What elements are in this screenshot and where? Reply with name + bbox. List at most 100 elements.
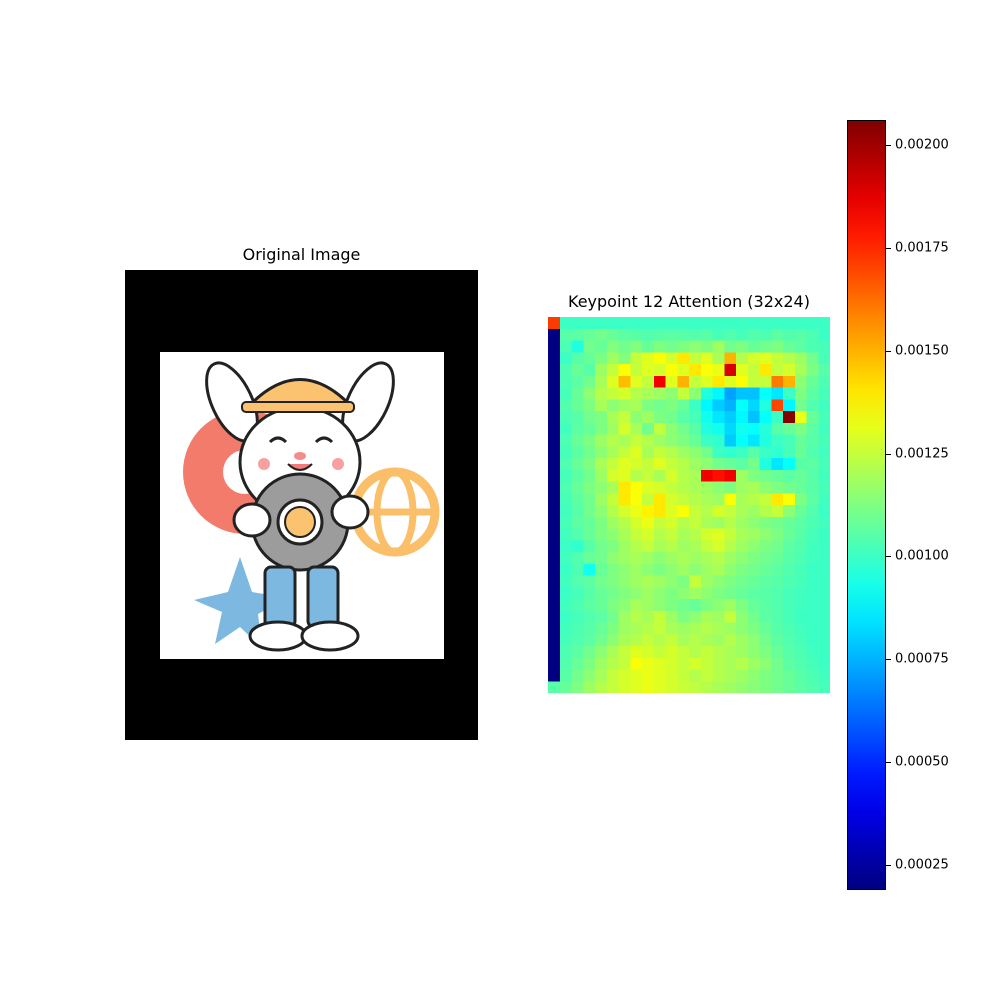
heatmap-cell (595, 317, 608, 330)
heatmap-cell (736, 587, 749, 600)
heatmap-cell (571, 458, 584, 471)
heatmap-cell (689, 657, 702, 670)
heatmap-cell (736, 540, 749, 553)
heatmap-cell (642, 634, 655, 647)
heatmap-cell (618, 458, 631, 471)
heatmap-cell (759, 469, 772, 482)
heatmap-cell (548, 646, 561, 659)
heatmap-cell (642, 458, 655, 471)
heatmap-cell (571, 552, 584, 565)
heatmap-cell (806, 552, 819, 565)
heatmap-cell (630, 563, 643, 576)
heatmap-cell (794, 552, 807, 565)
heatmap-cell (571, 505, 584, 518)
heatmap-cell (642, 317, 655, 330)
heatmap-cell (653, 493, 666, 506)
heatmap-cell (642, 587, 655, 600)
heatmap-cell (689, 610, 702, 623)
heatmap-cell (548, 610, 561, 623)
heatmap-cell (712, 657, 725, 670)
heatmap-cell (794, 364, 807, 377)
heatmap-cell (712, 422, 725, 435)
heatmap-cell (806, 575, 819, 588)
heatmap-cell (595, 364, 608, 377)
heatmap-cell (771, 387, 784, 400)
heatmap-cell (630, 646, 643, 659)
heatmap-cell (818, 352, 830, 365)
heatmap-cell (630, 493, 643, 506)
heatmap-cell (653, 657, 666, 670)
heatmap-cell (548, 587, 561, 600)
colorbar-tick (886, 865, 891, 867)
heatmap-cell (747, 328, 760, 341)
heatmap-cell (642, 610, 655, 623)
heatmap-cell (818, 657, 830, 670)
heatmap-cell (583, 469, 596, 482)
heatmap-cell (771, 375, 784, 388)
heatmap-cell (771, 328, 784, 341)
heatmap-cell (618, 610, 631, 623)
heatmap-cell (548, 364, 561, 377)
heatmap-cell (595, 516, 608, 529)
heatmap-cell (794, 634, 807, 647)
heatmap-cell (818, 505, 830, 518)
heatmap-cell (700, 375, 713, 388)
heatmap-cell (665, 493, 678, 506)
heatmap-cell (548, 516, 561, 529)
heatmap-cell (606, 646, 619, 659)
heatmap-cell (630, 540, 643, 553)
heatmap-cell (736, 610, 749, 623)
heatmap-cell (783, 552, 796, 565)
heatmap-cell (794, 458, 807, 471)
heatmap-cell (700, 352, 713, 365)
heatmap-cell (689, 599, 702, 612)
heatmap-cell (700, 669, 713, 682)
heatmap-cell (806, 446, 819, 459)
heatmap-cell (736, 657, 749, 670)
heatmap-cell (606, 446, 619, 459)
attention-heatmap (548, 317, 830, 693)
heatmap-cell (665, 375, 678, 388)
heatmap-cell (618, 575, 631, 588)
heatmap-cell (783, 622, 796, 635)
heatmap-cell (677, 364, 690, 377)
heatmap-cell (642, 387, 655, 400)
heatmap-cell (642, 399, 655, 412)
heatmap-cell (736, 422, 749, 435)
heatmap-cell (665, 469, 678, 482)
heatmap-cell (630, 364, 643, 377)
heatmap-cell (712, 387, 725, 400)
heatmap-cell (806, 328, 819, 341)
heatmap-cell (642, 669, 655, 682)
heatmap-cell (724, 516, 737, 529)
heatmap-cell (630, 552, 643, 565)
heatmap-cell (665, 446, 678, 459)
heatmap-cell (771, 540, 784, 553)
heatmap-cell (665, 422, 678, 435)
heatmap-cell (630, 681, 643, 693)
heatmap-cell (630, 387, 643, 400)
heatmap-cell (700, 493, 713, 506)
heatmap-cell (665, 646, 678, 659)
heatmap-cell (548, 446, 561, 459)
heatmap-cell (595, 446, 608, 459)
heatmap-cell (783, 434, 796, 447)
heatmap-cell (642, 352, 655, 365)
heatmap-cell (712, 516, 725, 529)
heatmap-cell (618, 563, 631, 576)
heatmap-cell (806, 540, 819, 553)
heatmap-cell (653, 411, 666, 424)
heatmap-cell (747, 516, 760, 529)
heatmap-cell (794, 375, 807, 388)
heatmap-cell (618, 328, 631, 341)
heatmap-cell (548, 622, 561, 635)
heatmap-cell (759, 669, 772, 682)
heatmap-cell (583, 575, 596, 588)
heatmap-cell (595, 328, 608, 341)
colorbar-tick-label: 0.00025 (895, 857, 949, 873)
heatmap-cell (653, 599, 666, 612)
heatmap-cell (771, 434, 784, 447)
heatmap-cell (595, 669, 608, 682)
heatmap-cell (724, 610, 737, 623)
heatmap-cell (548, 328, 561, 341)
